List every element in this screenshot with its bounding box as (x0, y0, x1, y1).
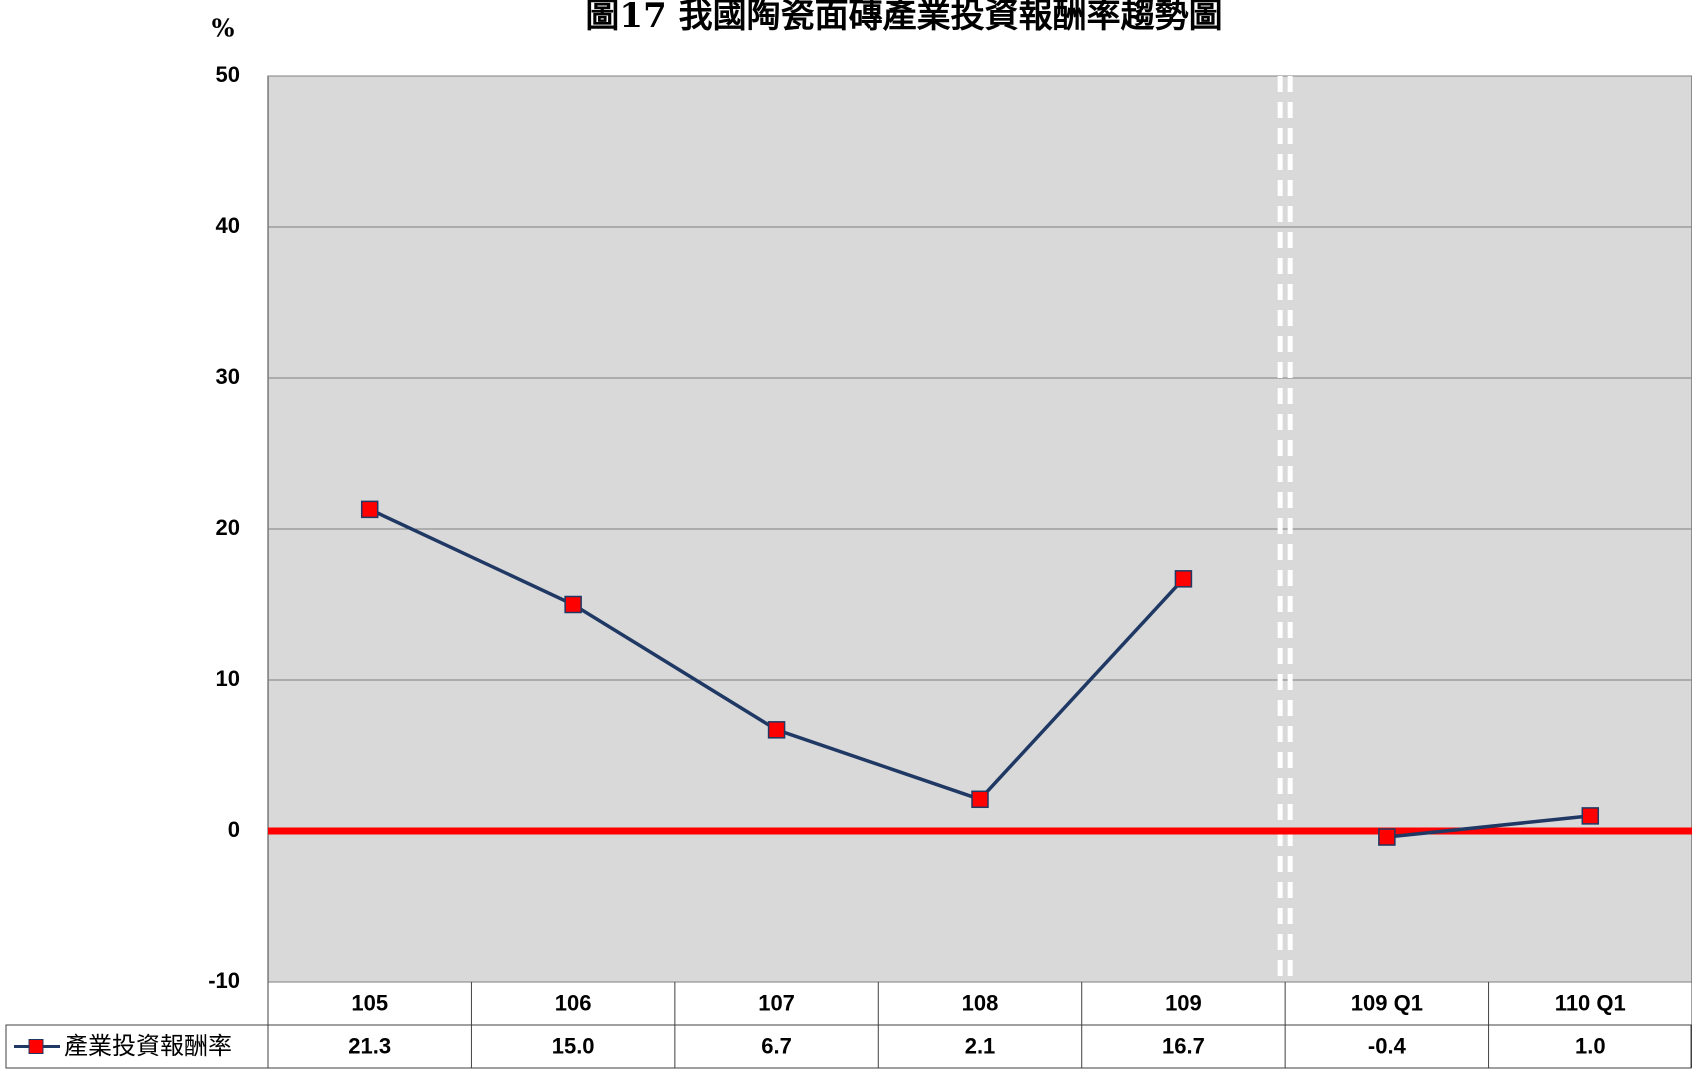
y-tick-label: 30 (216, 364, 240, 389)
data-label: 1.0 (1575, 1033, 1606, 1058)
data-label: 6.7 (761, 1033, 792, 1058)
legend-marker (28, 1039, 44, 1054)
series-line (1386, 814, 1591, 839)
marker (971, 790, 989, 809)
data-label: 15.0 (552, 1033, 595, 1058)
data-label: -0.4 (1368, 1033, 1407, 1058)
marker (767, 721, 786, 739)
marker (1581, 807, 1600, 825)
x-tick-label: 108 (962, 990, 999, 1015)
data-label: 21.3 (348, 1033, 391, 1058)
marker (1378, 828, 1396, 846)
marker (360, 500, 379, 519)
y-tick-label: 20 (216, 515, 240, 540)
marker (564, 595, 582, 614)
y-axis-label: % (212, 14, 235, 43)
legend-label: 產業投資報酬率 (64, 1033, 232, 1060)
y-tick-label: 40 (216, 213, 240, 238)
x-tick-label: 107 (758, 990, 795, 1015)
data-label: 16.7 (1162, 1033, 1205, 1058)
marker (1174, 570, 1193, 588)
chart-title: 圖17 我國陶瓷面磚產業投資報酬率趨勢圖 (585, 0, 1222, 36)
x-tick-label: 109 (1165, 990, 1202, 1015)
y-tick-label: 0 (228, 817, 240, 842)
y-tick-label: 50 (216, 62, 240, 87)
table-border (5, 1024, 1692, 1069)
x-tick-label: 106 (555, 990, 592, 1015)
y-tick-label: -10 (208, 968, 240, 993)
data-label: 2.1 (965, 1033, 996, 1058)
x-tick-label: 105 (351, 990, 388, 1015)
y-tick-label: 10 (216, 666, 240, 691)
x-tick-label: 110 Q1 (1555, 990, 1626, 1015)
x-tick-label: 109 Q1 (1351, 990, 1423, 1015)
